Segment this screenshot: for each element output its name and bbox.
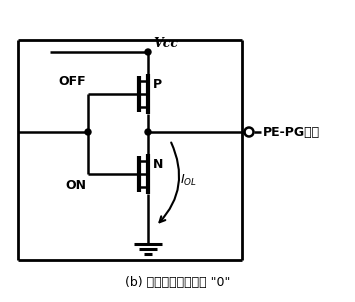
- Text: OFF: OFF: [58, 75, 86, 88]
- Text: ON: ON: [65, 179, 86, 192]
- Text: N: N: [153, 158, 163, 171]
- Circle shape: [85, 129, 91, 135]
- Text: (b) 输出低电平的状态 "0": (b) 输出低电平的状态 "0": [125, 275, 231, 288]
- Text: PE-PG端子: PE-PG端子: [263, 126, 320, 139]
- Text: Vcc: Vcc: [153, 37, 178, 50]
- Circle shape: [145, 129, 151, 135]
- Text: P: P: [153, 78, 162, 91]
- Circle shape: [145, 49, 151, 55]
- Text: $I_{OL}$: $I_{OL}$: [180, 172, 197, 188]
- FancyArrowPatch shape: [159, 143, 179, 222]
